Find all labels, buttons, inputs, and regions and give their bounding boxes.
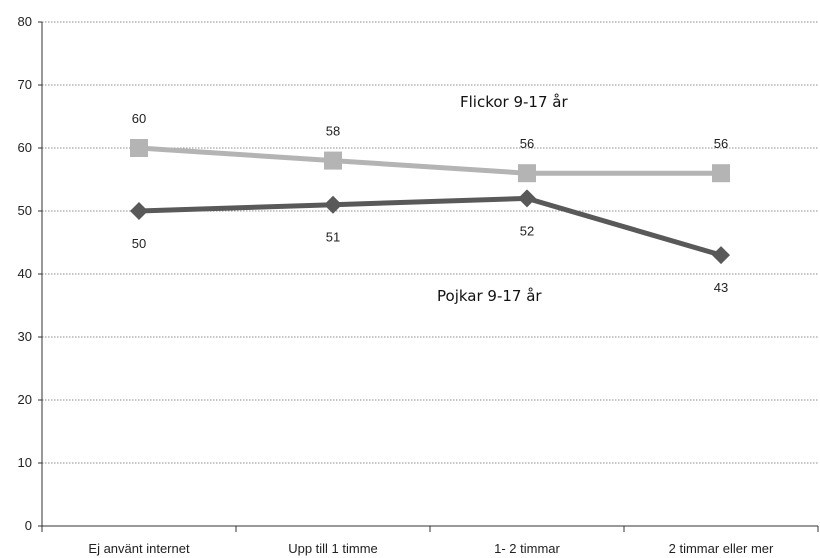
- data-point-square: [324, 151, 342, 170]
- data-label: 50: [132, 236, 146, 251]
- series-label-pojkar: Pojkar 9-17 år: [437, 287, 542, 305]
- data-point-diamond: [130, 202, 148, 220]
- data-label: 56: [714, 136, 728, 151]
- y-tick-label: 80: [18, 14, 32, 29]
- data-label: 60: [132, 111, 146, 126]
- x-category-label: 1- 2 timmar: [494, 541, 560, 556]
- y-tick-label: 40: [18, 266, 32, 281]
- data-point-square: [130, 139, 148, 157]
- x-axis-categories: Ej använt internet Upp till 1 timme 1- 2 t…: [41, 526, 819, 556]
- data-label: 58: [326, 124, 340, 139]
- y-tick-label: 60: [18, 140, 32, 155]
- data-point-square: [518, 164, 536, 183]
- series-line: [138, 195, 722, 258]
- gridlines: [42, 21, 818, 464]
- data-label: 43: [714, 280, 728, 295]
- x-category-label: 2 timmar eller mer: [669, 541, 774, 556]
- data-point-diamond: [712, 246, 730, 265]
- data-point-square: [712, 164, 730, 183]
- y-tick-label: 10: [18, 455, 32, 470]
- y-tick-label: 70: [18, 77, 32, 92]
- y-tick-label: 50: [18, 203, 32, 218]
- series-1: [130, 189, 730, 265]
- y-tick-label: 0: [25, 518, 32, 533]
- data-point-diamond: [518, 189, 536, 208]
- y-axis-ticks: 0 10 20 30 40 50 60 70 80: [18, 14, 42, 533]
- data-label: 56: [520, 136, 534, 151]
- x-category-label: Upp till 1 timme: [288, 541, 378, 556]
- series-label-flickor: Flickor 9-17 år: [460, 93, 568, 111]
- x-category-label: Ej använt internet: [88, 541, 190, 556]
- y-tick-label: 20: [18, 392, 32, 407]
- series-0: [130, 139, 730, 183]
- y-tick-label: 30: [18, 329, 32, 344]
- series-layer: [130, 139, 730, 265]
- series-line: [138, 145, 721, 176]
- data-labels-layer: 60 58 56 56 50 51 52 43: [132, 111, 728, 295]
- data-label: 52: [520, 223, 534, 238]
- data-point-diamond: [324, 195, 342, 214]
- data-label: 51: [326, 230, 340, 245]
